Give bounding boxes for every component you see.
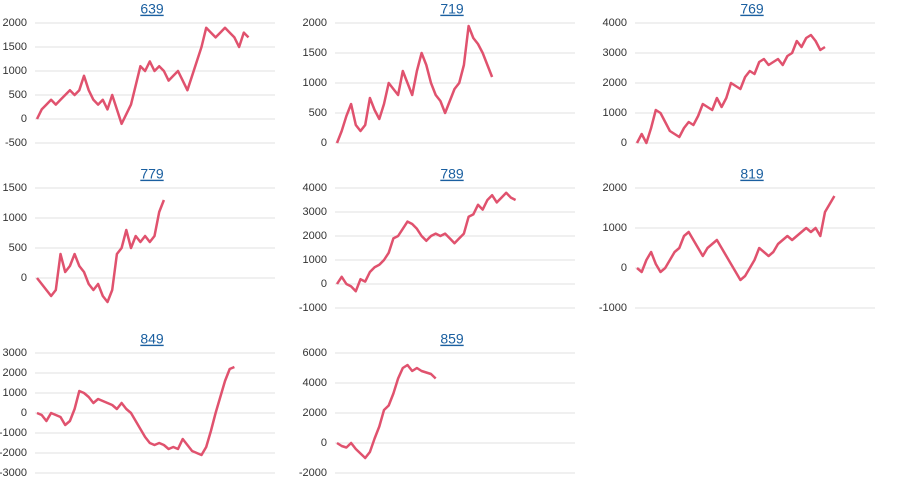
y-tick-label: 1000 <box>303 254 327 266</box>
y-tick-label: 1000 <box>603 222 627 234</box>
y-tick-label: 2000 <box>3 17 27 29</box>
y-tick-label: -500 <box>5 137 27 149</box>
y-tick-label: 0 <box>321 278 327 290</box>
y-tick-label: 500 <box>309 107 327 119</box>
y-tick-label: 0 <box>21 113 27 125</box>
data-line <box>335 24 494 144</box>
y-tick-label: 0 <box>321 137 327 149</box>
chart-panel: 819 -1000 0 1000 2000 <box>599 166 875 314</box>
data-line <box>635 33 826 145</box>
chart-title[interactable]: 789 <box>440 166 464 182</box>
y-tick-label: 500 <box>9 242 27 254</box>
y-tick-label: 1500 <box>303 47 327 59</box>
chart-panel: 789 -1000 0 1000 2000 3000 4000 <box>299 166 575 314</box>
y-tick-label: 2000 <box>603 182 627 194</box>
chart-title[interactable]: 859 <box>440 331 464 347</box>
chart-panel: 859 -2000 0 2000 4000 6000 <box>299 331 575 479</box>
chart-panel: 719 0 500 1000 1500 2000 <box>303 1 575 149</box>
y-tick-label: -1000 <box>299 302 327 314</box>
y-tick-label: 4000 <box>303 377 327 389</box>
y-tick-label: 0 <box>21 407 27 419</box>
y-tick-label: 4000 <box>303 182 327 194</box>
chart-title[interactable]: 849 <box>140 331 164 347</box>
y-tick-label: 1000 <box>3 212 27 224</box>
y-tick-label: 2000 <box>603 77 627 89</box>
y-tick-label: 2000 <box>303 17 327 29</box>
chart-panel: 769 0 1000 2000 3000 4000 <box>603 1 875 149</box>
y-tick-label: 1500 <box>3 41 27 53</box>
data-line <box>36 199 166 304</box>
y-tick-label: 2000 <box>303 407 327 419</box>
y-tick-label: -2000 <box>0 447 27 459</box>
y-tick-label: 1500 <box>3 182 27 194</box>
y-tick-label: 0 <box>21 272 27 284</box>
data-line <box>636 195 836 282</box>
y-tick-label: -1000 <box>0 427 27 439</box>
chart-title[interactable]: 769 <box>740 1 764 17</box>
y-tick-label: 3000 <box>3 347 27 359</box>
data-line <box>36 365 235 457</box>
y-tick-label: 0 <box>621 137 627 149</box>
chart-panel: 779 0 500 1000 1500 <box>3 166 275 304</box>
y-tick-label: 1000 <box>3 387 27 399</box>
chart-title[interactable]: 719 <box>440 1 464 17</box>
y-tick-label: 1000 <box>3 65 27 77</box>
y-tick-label: 3000 <box>303 206 327 218</box>
chart-title[interactable]: 639 <box>140 1 164 17</box>
y-tick-label: 3000 <box>603 47 627 59</box>
chart-title[interactable]: 779 <box>140 166 164 182</box>
y-tick-label: 1000 <box>303 77 327 89</box>
y-tick-label: 0 <box>321 437 327 449</box>
chart-panel: 639 -500 0 500 1000 1500 2000 <box>3 1 275 149</box>
y-tick-label: 1000 <box>603 107 627 119</box>
data-line <box>336 363 437 460</box>
y-tick-label: -2000 <box>299 467 327 479</box>
chart-panel: 849 -3000 -2000 -1000 0 1000 2000 3000 <box>0 331 275 479</box>
y-tick-label: 0 <box>621 262 627 274</box>
chart-title[interactable]: 819 <box>740 166 764 182</box>
data-line <box>35 26 250 126</box>
y-tick-label: -1000 <box>599 302 627 314</box>
y-tick-label: 500 <box>9 89 27 101</box>
y-tick-label: 6000 <box>303 347 327 359</box>
data-line <box>335 191 517 293</box>
y-tick-label: 4000 <box>603 17 627 29</box>
y-tick-label: 2000 <box>3 367 27 379</box>
y-tick-label: 2000 <box>303 230 327 242</box>
y-tick-label: -3000 <box>0 467 27 479</box>
